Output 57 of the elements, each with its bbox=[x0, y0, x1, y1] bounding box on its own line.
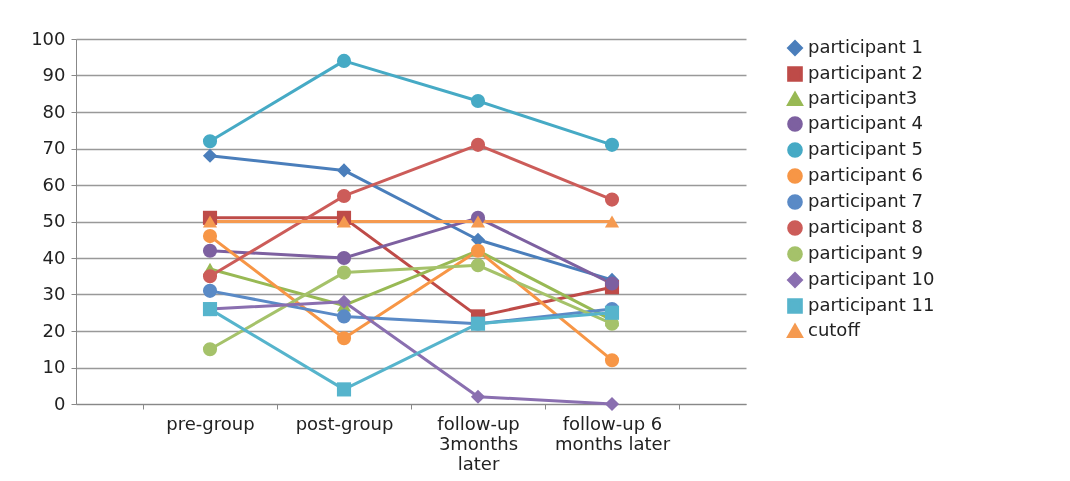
point bbox=[202, 243, 218, 258]
point bbox=[202, 283, 218, 298]
point bbox=[202, 215, 218, 228]
legend-label: participant 7 bbox=[808, 190, 923, 211]
point bbox=[604, 192, 620, 207]
point bbox=[604, 396, 620, 412]
point bbox=[604, 353, 620, 368]
point bbox=[336, 53, 352, 68]
point bbox=[202, 148, 218, 163]
y-tick-label: 20 bbox=[42, 319, 66, 341]
legend-label: participant 2 bbox=[808, 62, 923, 83]
x-tick-label: follow-up 6 months later bbox=[554, 412, 671, 454]
legend-label: participant 5 bbox=[808, 138, 923, 159]
point bbox=[336, 265, 352, 280]
point bbox=[202, 229, 218, 244]
point bbox=[336, 250, 352, 266]
point bbox=[336, 188, 352, 204]
point bbox=[470, 137, 486, 152]
point bbox=[202, 342, 218, 357]
point bbox=[336, 163, 352, 178]
legend-label: participant3 bbox=[808, 87, 918, 108]
x-tick-label: pre-group bbox=[166, 412, 255, 434]
y-tick-label: 90 bbox=[42, 64, 66, 85]
point bbox=[604, 276, 620, 291]
point bbox=[336, 309, 352, 324]
y-tick-label: 30 bbox=[42, 283, 66, 304]
y-tick-label: 100 bbox=[31, 27, 66, 49]
legend-label: participant 8 bbox=[808, 216, 923, 237]
legend-label: participant 4 bbox=[808, 112, 923, 133]
y-tick-label: 50 bbox=[42, 210, 66, 231]
y-tick-label: 10 bbox=[42, 356, 66, 377]
point bbox=[470, 389, 486, 404]
point bbox=[604, 137, 620, 152]
point bbox=[336, 331, 352, 346]
point bbox=[202, 269, 218, 284]
point bbox=[470, 215, 486, 228]
y-tick-label: 70 bbox=[42, 137, 66, 158]
point bbox=[470, 232, 486, 247]
y-tick-label: 0 bbox=[54, 392, 66, 414]
x-tick-label: post-group bbox=[295, 412, 394, 434]
legend-label: cutoff bbox=[808, 319, 861, 340]
point bbox=[336, 382, 352, 397]
y-tick-label: 40 bbox=[42, 246, 66, 268]
x-tick-label: follow-up 3months later bbox=[437, 412, 520, 474]
legend-label: participant 11 bbox=[808, 294, 935, 315]
y-tick-label: 60 bbox=[42, 173, 66, 195]
y-tick-label: 80 bbox=[42, 100, 66, 122]
point bbox=[336, 215, 352, 228]
point bbox=[470, 93, 486, 109]
point bbox=[470, 258, 486, 273]
legend-label: participant 9 bbox=[808, 242, 923, 263]
point bbox=[202, 134, 218, 149]
point bbox=[604, 215, 620, 228]
legend-label: participant 10 bbox=[808, 268, 935, 289]
legend-label: participant 1 bbox=[808, 36, 923, 57]
legend-label: participant 6 bbox=[808, 164, 923, 185]
point bbox=[336, 294, 352, 309]
